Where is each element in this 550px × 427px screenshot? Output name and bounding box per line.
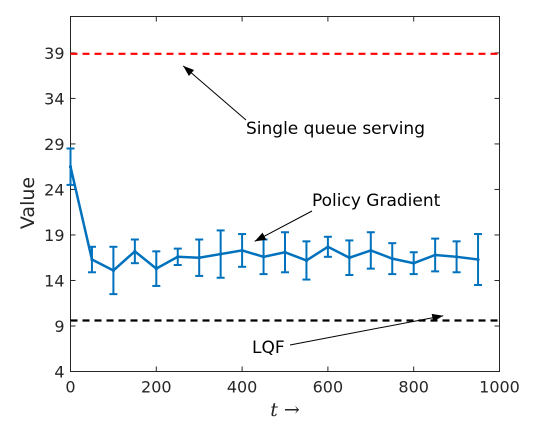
data-point bbox=[176, 255, 180, 259]
plot-frame bbox=[70, 16, 500, 372]
annotation-single-queue-arrow bbox=[182, 65, 247, 121]
data-point bbox=[219, 252, 223, 256]
data-point bbox=[369, 248, 373, 253]
x-tick-label: 400 bbox=[227, 378, 258, 397]
x-tick-label: 1000 bbox=[479, 378, 520, 397]
x-tick-label: 600 bbox=[313, 378, 344, 397]
annotations-layer: Single queue serving Policy Gradient LQF bbox=[182, 65, 444, 358]
annotation-lqf-label: LQF bbox=[252, 338, 285, 358]
y-tick-label: 9 bbox=[54, 317, 64, 336]
x-tick-label: 0 bbox=[65, 378, 75, 397]
series-layer bbox=[66, 52, 500, 322]
annotation-policy-gradient-arrow-head bbox=[254, 232, 267, 242]
policy-series-line bbox=[69, 166, 479, 272]
data-point bbox=[304, 258, 309, 263]
data-point bbox=[240, 248, 244, 253]
data-point bbox=[261, 255, 266, 259]
data-point bbox=[390, 257, 394, 261]
data-point bbox=[90, 257, 94, 262]
data-point bbox=[197, 256, 201, 260]
data-point bbox=[412, 261, 416, 265]
data-point bbox=[433, 253, 437, 257]
plot-area bbox=[70, 16, 500, 372]
data-point bbox=[455, 255, 459, 259]
data-point bbox=[133, 249, 137, 253]
data-point bbox=[326, 245, 330, 249]
y-tick-label: 39 bbox=[44, 44, 64, 63]
annotation-policy-gradient-label: Policy Gradient bbox=[312, 191, 441, 211]
y-axis-label: Value bbox=[17, 177, 39, 229]
x-axis-label: t → bbox=[270, 399, 300, 421]
y-tick-label: 14 bbox=[44, 271, 64, 290]
data-point bbox=[476, 257, 480, 262]
data-point bbox=[283, 250, 287, 254]
y-tick-label: 34 bbox=[44, 89, 64, 108]
annotation-single-queue-arrow-head bbox=[183, 65, 195, 77]
y-tick-label: 29 bbox=[44, 135, 64, 154]
x-tick-label: 800 bbox=[398, 378, 429, 397]
data-point bbox=[68, 165, 73, 169]
y-tick-label: 19 bbox=[44, 226, 64, 245]
data-point bbox=[154, 267, 158, 271]
x-tick-label: 200 bbox=[141, 378, 172, 397]
annotation-lqf-arrow bbox=[289, 315, 444, 346]
y-tick-label: 24 bbox=[44, 180, 64, 199]
data-point bbox=[111, 268, 115, 273]
annotation-single-queue-label: Single queue serving bbox=[246, 119, 425, 139]
data-point bbox=[347, 256, 351, 260]
y-tick-label: 4 bbox=[54, 363, 64, 382]
axis-ticks: 0 200 400 600 800 1000 4 9 14 19 24 29 34 39 bbox=[44, 16, 520, 397]
annotation-lqf-arrow-head bbox=[431, 313, 444, 322]
